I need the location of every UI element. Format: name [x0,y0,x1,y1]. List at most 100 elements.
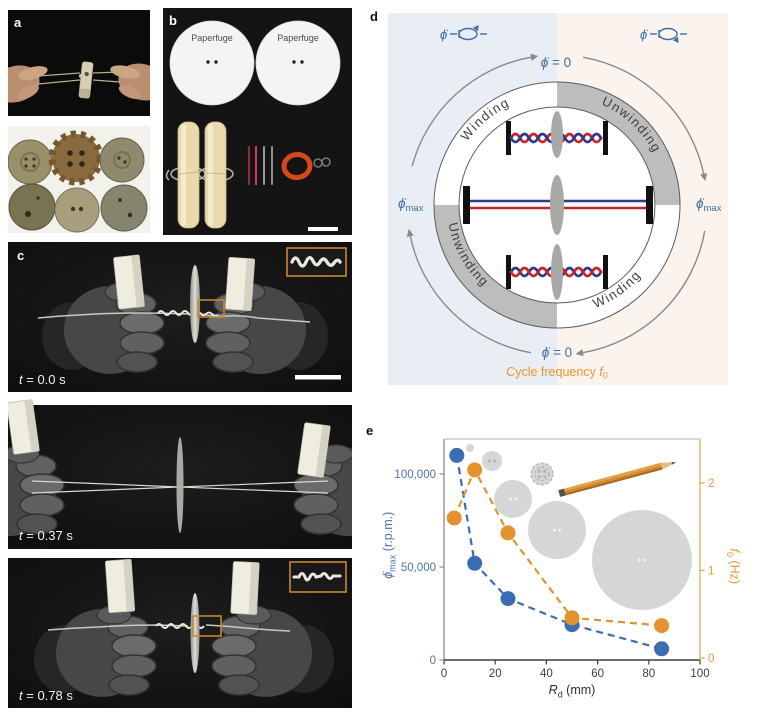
disc-marker-inner-ring [534,466,550,482]
spin-cw-icon [650,27,687,44]
y-right-tick-label: 0 [708,653,714,665]
panel-label-d: d [370,9,378,24]
capillary-sticks [247,145,273,186]
y-left-tick-label: 0 [430,655,436,667]
phi-zero-bottom: ϕ̇ = 0 [542,345,572,360]
phi-dot-right: ϕ̇ [640,27,648,42]
timestamp: t = 0.78 s [19,688,73,703]
x-axis-label: Rd (mm) [548,683,596,700]
disc-size-marker [482,451,502,471]
phi_dot_max_rpm-point [467,555,483,571]
panel-label-c: c [17,248,25,263]
phi_dot_max_rpm-point [449,447,465,463]
pencil-scale-reference [558,462,677,497]
timestamp: t = 0.0 s [19,372,66,387]
disc-marker-hole [543,469,547,473]
unwinding-sector-top-right [557,82,680,205]
disc-marker-hole [553,528,556,532]
ancient-disc-6 [100,184,148,232]
string-state-wound-bottom [506,244,608,300]
frame-t0: t = 0.0 s [8,242,352,392]
cycle-arrows [406,53,708,357]
panel-c-video-frames: t = 0.0 s t = 0.37 s [8,242,352,708]
rubber-band [281,151,313,181]
whirligig-strings [37,71,121,85]
panel-e-plot: 0 20 40 60 80 100 100,000 50,000 0 2 1 0 ϕ̇max (r.p… [360,420,760,724]
f0_hz-point [654,618,670,634]
frame-t078: t = 0.78 s [8,558,352,708]
coil-inset [289,561,347,593]
y-left-tick-label: 100,000 [394,469,436,481]
plot-svg: 0 20 40 60 80 100 100,000 50,000 0 2 1 0 [394,438,714,680]
disc-edge-view [190,593,200,673]
string-coils [157,310,219,317]
disc-marker-hole [493,459,497,463]
x-tick-label: 80 [642,668,655,680]
f0_hz-point [564,610,580,626]
panel-b-photo-paperfuge-kit: Paperfuge Paperfuge [163,8,352,235]
phi-max-right: ϕ̇max [696,196,722,214]
disc-size-marker [592,510,692,610]
phi_dot_max_rpm-point [654,641,670,657]
disc-size-marker [528,501,586,559]
frame-t037: t = 0.37 s [8,398,352,549]
x-tick-label: 20 [489,668,502,680]
disc-lens-top [551,111,563,158]
highlight-box [192,615,222,637]
disc-size-marker [530,462,554,486]
disc-lens-bottom [551,244,563,300]
f0_hz-point [467,462,483,478]
disc-marker-hole [543,475,547,479]
timestamp: t = 0.37 s [19,528,73,543]
string-state-unwound-middle [463,175,653,235]
y-axis-label-right: f0 (Hz) [724,548,742,585]
f0_hz-point [446,510,462,526]
scale-bar [295,375,341,380]
bamboo-handle-left [177,121,200,229]
disc-marker-hole [537,469,541,473]
axis-ticks: 0 20 40 60 80 100 100,000 50,000 0 2 1 0 [394,469,714,680]
unwinding-sector-bottom-left [434,205,557,328]
ancient-disc-4 [8,183,56,231]
ancient-disc-3 [99,137,145,183]
paperfuge-label-right: Paperfuge [277,33,319,43]
scale-bar [308,227,338,231]
panel-label-b: b [169,13,177,28]
disc-lens-middle [550,175,564,235]
panel-a-photo-ancient-whirligigs [8,126,150,233]
twisted-string-left [47,624,189,631]
x-tick-label: 0 [441,668,447,680]
coil-inset [286,247,347,277]
disc-size-markers [466,444,692,610]
disc-marker-hole [638,558,641,562]
ancient-disc-5 [54,187,100,233]
string-knot [79,74,83,78]
phi-zero-top: ϕ̇ = 0 [541,55,571,70]
disc-edge-view [190,265,200,343]
disc-marker-hole [487,459,491,463]
disc-marker-hole [558,528,561,532]
disc-marker-hole [537,475,541,479]
disc-marker-hole [509,497,512,501]
y-right-tick-label: 1 [708,566,714,578]
spinning-disc-blur [176,437,184,533]
disc-size-marker [494,480,532,518]
highlight-box [197,299,225,318]
plastic-capillary-holders [313,157,331,168]
paperfuge-label-left: Paperfuge [191,33,233,43]
bone-toggle [78,61,94,99]
twisted-string-right [205,624,291,632]
disc-marker-hole [643,558,646,562]
panel-d-cycle-diagram: Winding Unwinding Winding Unwinding [388,13,728,385]
disc-marker-hole [514,497,517,501]
x-tick-label: 60 [591,668,604,680]
phi-max-left: ϕ̇max [398,196,424,214]
cycle-frequency-label: Cycle frequency f0 [506,365,608,381]
ancient-disc-gear [48,130,104,186]
phi_dot_max_rpm-point [500,591,516,607]
phi-dot-left: ϕ̇ [440,27,448,42]
plot-frame [443,438,701,661]
panel-a-photo-whirligig-hands [8,10,150,116]
panel-label-a: a [14,15,22,30]
